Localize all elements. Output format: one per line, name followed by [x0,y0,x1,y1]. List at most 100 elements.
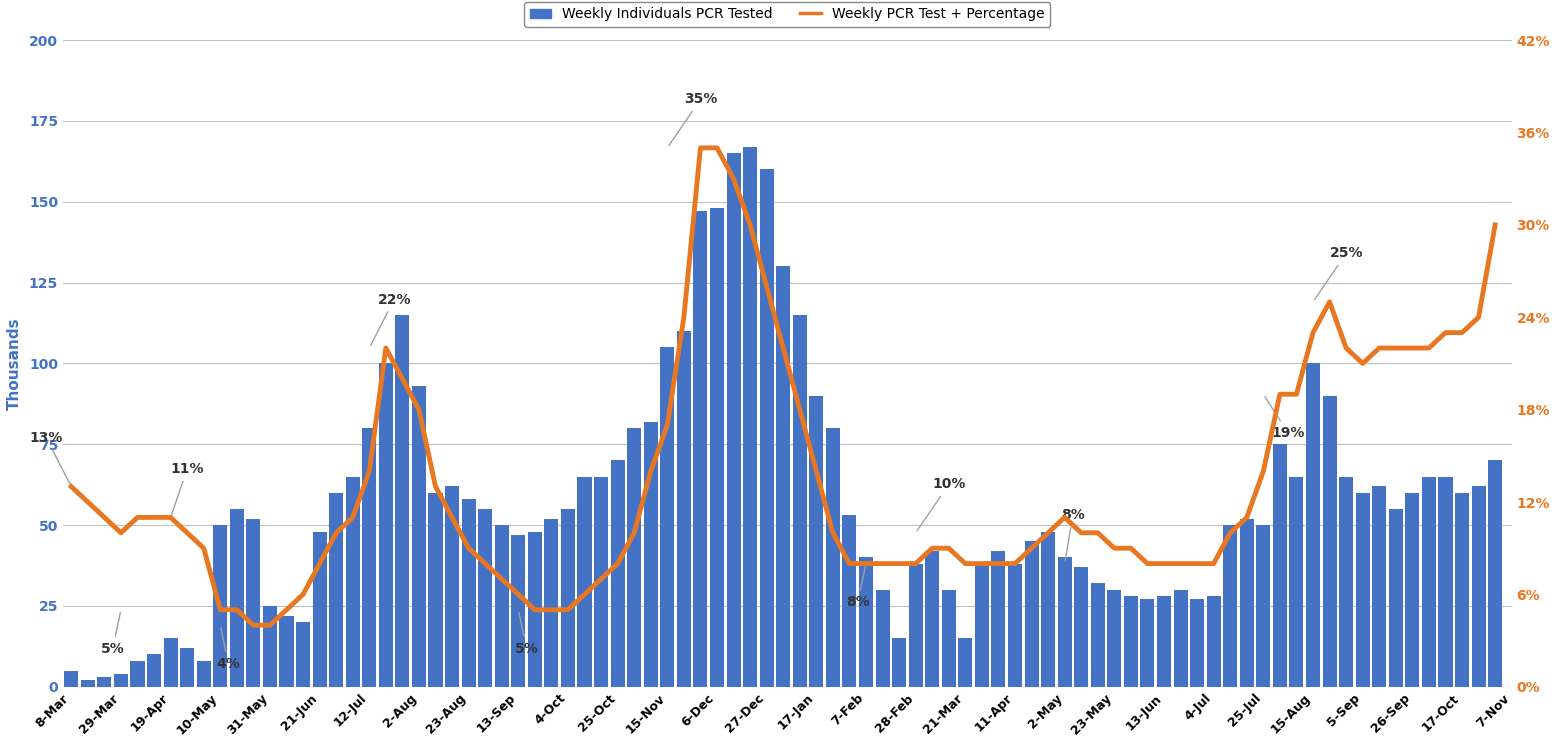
Bar [942,590,956,687]
Bar [610,461,624,687]
Bar [660,347,674,687]
Bar [727,153,741,687]
Bar [1372,487,1386,687]
Weekly PCR Test + Percentage [244,620,263,629]
Bar [428,493,442,687]
Bar [114,674,128,687]
Bar [1422,477,1436,687]
Line: Weekly PCR Test + Percentage: Weekly PCR Test + Percentage [72,148,1495,625]
Bar [677,331,691,687]
Bar [1306,363,1320,687]
Bar [643,422,657,687]
Bar [1454,493,1470,687]
Text: 4%: 4% [216,628,240,671]
Bar [578,477,592,687]
Bar [395,315,409,687]
Bar [842,516,856,687]
Bar [693,211,707,687]
Bar [98,677,112,687]
Text: 25%: 25% [1314,246,1362,300]
Bar [777,266,791,687]
Bar [793,315,807,687]
Bar [958,638,973,687]
Text: 22%: 22% [371,292,411,345]
Bar [1042,531,1056,687]
Bar [511,535,525,687]
Bar [1339,477,1353,687]
Bar [495,525,509,687]
Bar [859,557,873,687]
Bar [279,615,294,687]
Bar [363,428,377,687]
Bar [1025,542,1039,687]
Legend: Weekly Individuals PCR Tested, Weekly PCR Test + Percentage: Weekly Individuals PCR Tested, Weekly PC… [525,1,1051,27]
Bar [710,208,724,687]
Bar [1107,590,1121,687]
Bar [1406,493,1420,687]
Bar [1007,564,1021,687]
Bar [825,428,839,687]
Bar [329,493,343,687]
Bar [196,661,210,687]
Bar [1356,493,1370,687]
Bar [1057,557,1071,687]
Bar [131,661,145,687]
Text: 35%: 35% [670,92,718,146]
Bar [1140,600,1154,687]
Bar [1207,596,1221,687]
Bar [146,655,160,687]
Text: 5%: 5% [101,612,125,655]
Bar [445,487,459,687]
Weekly PCR Test + Percentage [492,574,511,583]
Weekly PCR Test + Percentage [62,482,81,491]
Bar [1224,525,1238,687]
Weekly PCR Test + Percentage [691,144,710,153]
Bar [213,525,227,687]
Text: 13%: 13% [30,431,70,484]
Bar [561,509,575,687]
Bar [1239,519,1253,687]
Bar [743,147,757,687]
Bar [545,519,559,687]
Bar [230,509,244,687]
Bar [595,477,609,687]
Bar [1091,583,1105,687]
Bar [461,499,476,687]
Text: 5%: 5% [515,612,539,655]
Bar [1471,487,1485,687]
Bar [81,680,95,687]
Bar [181,648,195,687]
Text: 8%: 8% [1060,508,1085,561]
Bar [1124,596,1138,687]
Bar [246,519,260,687]
Bar [313,531,327,687]
Bar [1274,444,1288,687]
Text: 19%: 19% [1264,397,1305,440]
Bar [1322,396,1336,687]
Text: 11%: 11% [170,462,204,515]
Bar [1439,477,1453,687]
Weekly PCR Test + Percentage [807,466,825,475]
Bar [378,363,392,687]
Bar [1190,600,1204,687]
Bar [892,638,906,687]
Bar [810,396,824,687]
Bar [528,531,542,687]
Bar [296,622,310,687]
Y-axis label: Thousands: Thousands [6,317,22,410]
Weekly PCR Test + Percentage [310,559,329,568]
Bar [1174,590,1188,687]
Bar [760,170,774,687]
Weekly PCR Test + Percentage [674,312,693,321]
Bar [925,551,939,687]
Bar [1157,596,1171,687]
Bar [992,551,1006,687]
Bar [413,386,427,687]
Weekly PCR Test + Percentage [1253,466,1272,475]
Bar [64,670,78,687]
Bar [1256,525,1271,687]
Bar [478,509,492,687]
Weekly PCR Test + Percentage [392,374,411,383]
Weekly PCR Test + Percentage [1485,220,1504,229]
Bar [163,638,177,687]
